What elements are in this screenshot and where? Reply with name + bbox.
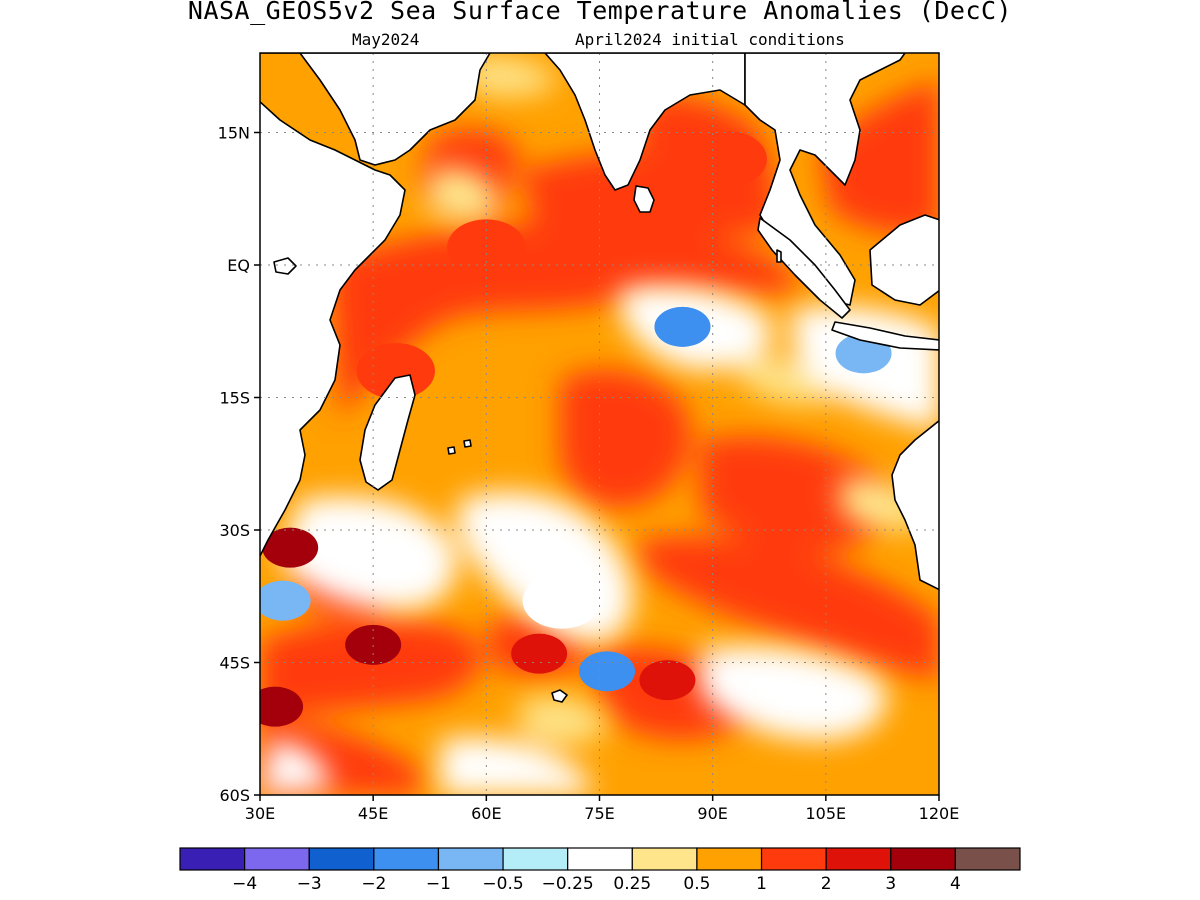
anomaly-region [260,619,482,720]
andaman-island [776,249,782,263]
anomaly-feature [262,527,319,568]
colorbar-swatch [631,847,698,871]
colorbar-swatch [373,847,440,871]
colorbar-swatch [179,847,246,871]
lon-tick-label: 105E [806,804,847,823]
kerguelen-island [551,689,568,703]
colorbar-label: 3 [885,874,896,894]
anomaly-feature [522,572,601,629]
anomaly-feature [654,306,711,347]
colorbar-label: 1 [756,874,767,894]
java-land [831,321,939,351]
lat-tick-label: 15N [218,124,250,143]
anomaly-feature [639,660,696,701]
colorbar-swatch [890,847,956,871]
socotra-island [273,257,297,275]
colorbar-label: 0.25 [613,874,651,894]
forecast-month: May2024 [352,30,420,49]
lat-tick-label: 45S [219,654,250,673]
anomaly-feature [511,633,568,674]
anomaly-region [280,496,457,610]
lat-tick-label: 15S [219,389,250,408]
anomaly-feature-layer [260,131,892,727]
anomaly-region [330,221,800,420]
anomaly-region [260,740,330,795]
reunion-island [463,439,472,448]
lon-tick-label: 45E [358,804,388,823]
anomaly-feature [260,580,311,621]
africa-arabia-land [260,53,491,166]
india-land [544,53,746,191]
anomaly-region [640,536,939,680]
colorbar-label: −0.25 [542,874,594,894]
mauritius-island [447,446,456,455]
madagascar-land [359,374,416,491]
anomaly-region [460,56,560,97]
colorbar-swatch [567,847,633,871]
anomaly-region [425,167,500,223]
colorbar-swatch [954,847,1021,871]
lon-tick-label: 30E [245,804,275,823]
colorbar-label: −2 [361,874,386,894]
lon-tick-label: 75E [584,804,614,823]
colorbar: −4 −3 −2 −1 −0.5 −0.25 0.25 0.5 1 2 3 4 [179,847,1021,894]
colorbar-swatch [308,847,375,871]
anomaly-region [700,436,885,553]
lon-tick-label: 90E [697,804,727,823]
anomaly-feature [688,131,767,187]
anomaly-field [260,53,939,795]
australia-land [891,419,939,591]
colorbar-label: −0.5 [482,874,523,894]
lat-tick-label: 30S [219,521,250,540]
colorbar-swatch [696,847,763,871]
colorbar-swatch [760,847,827,871]
anomaly-region [560,369,690,508]
map-grid [260,53,939,795]
lat-tick-label: 60S [219,786,250,805]
colorbar-swatch [502,847,569,871]
colorbar-swatch [437,847,504,871]
sri-lanka-land [633,185,655,213]
land-masses [260,53,939,703]
anomaly-feature [598,184,677,240]
anomaly-region [740,357,830,404]
lon-tick-label: 120E [919,804,960,823]
anomaly-region [440,737,590,795]
colorbar-swatch [244,847,310,871]
colorbar-label: 2 [821,874,832,894]
anomaly-feature [447,219,526,276]
map-title: NASA_GEOS5v2 Sea Surface Temperature Ano… [187,0,1013,25]
anomaly-feature [260,686,304,727]
initial-conditions: April2024 initial conditions [575,30,845,49]
sumatra-land [757,217,851,319]
lon-tick-label: 60E [471,804,501,823]
africa-east-coast [260,100,406,558]
colorbar-label: −3 [297,874,322,894]
anomaly-feature [356,343,435,399]
anomaly-feature [579,651,636,692]
anomaly-region [820,80,939,234]
colorbar-label: −4 [232,874,257,894]
anomaly-region [700,646,887,740]
lat-tick-label: EQ [227,256,250,275]
colorbar-swatch [825,847,892,871]
colorbar-label: 4 [950,874,961,894]
colorbar-label: −1 [426,874,451,894]
anomaly-feature [345,624,402,665]
anomaly-region [520,696,610,744]
colorbar-label: 0.5 [683,874,710,894]
borneo-land [869,214,939,306]
